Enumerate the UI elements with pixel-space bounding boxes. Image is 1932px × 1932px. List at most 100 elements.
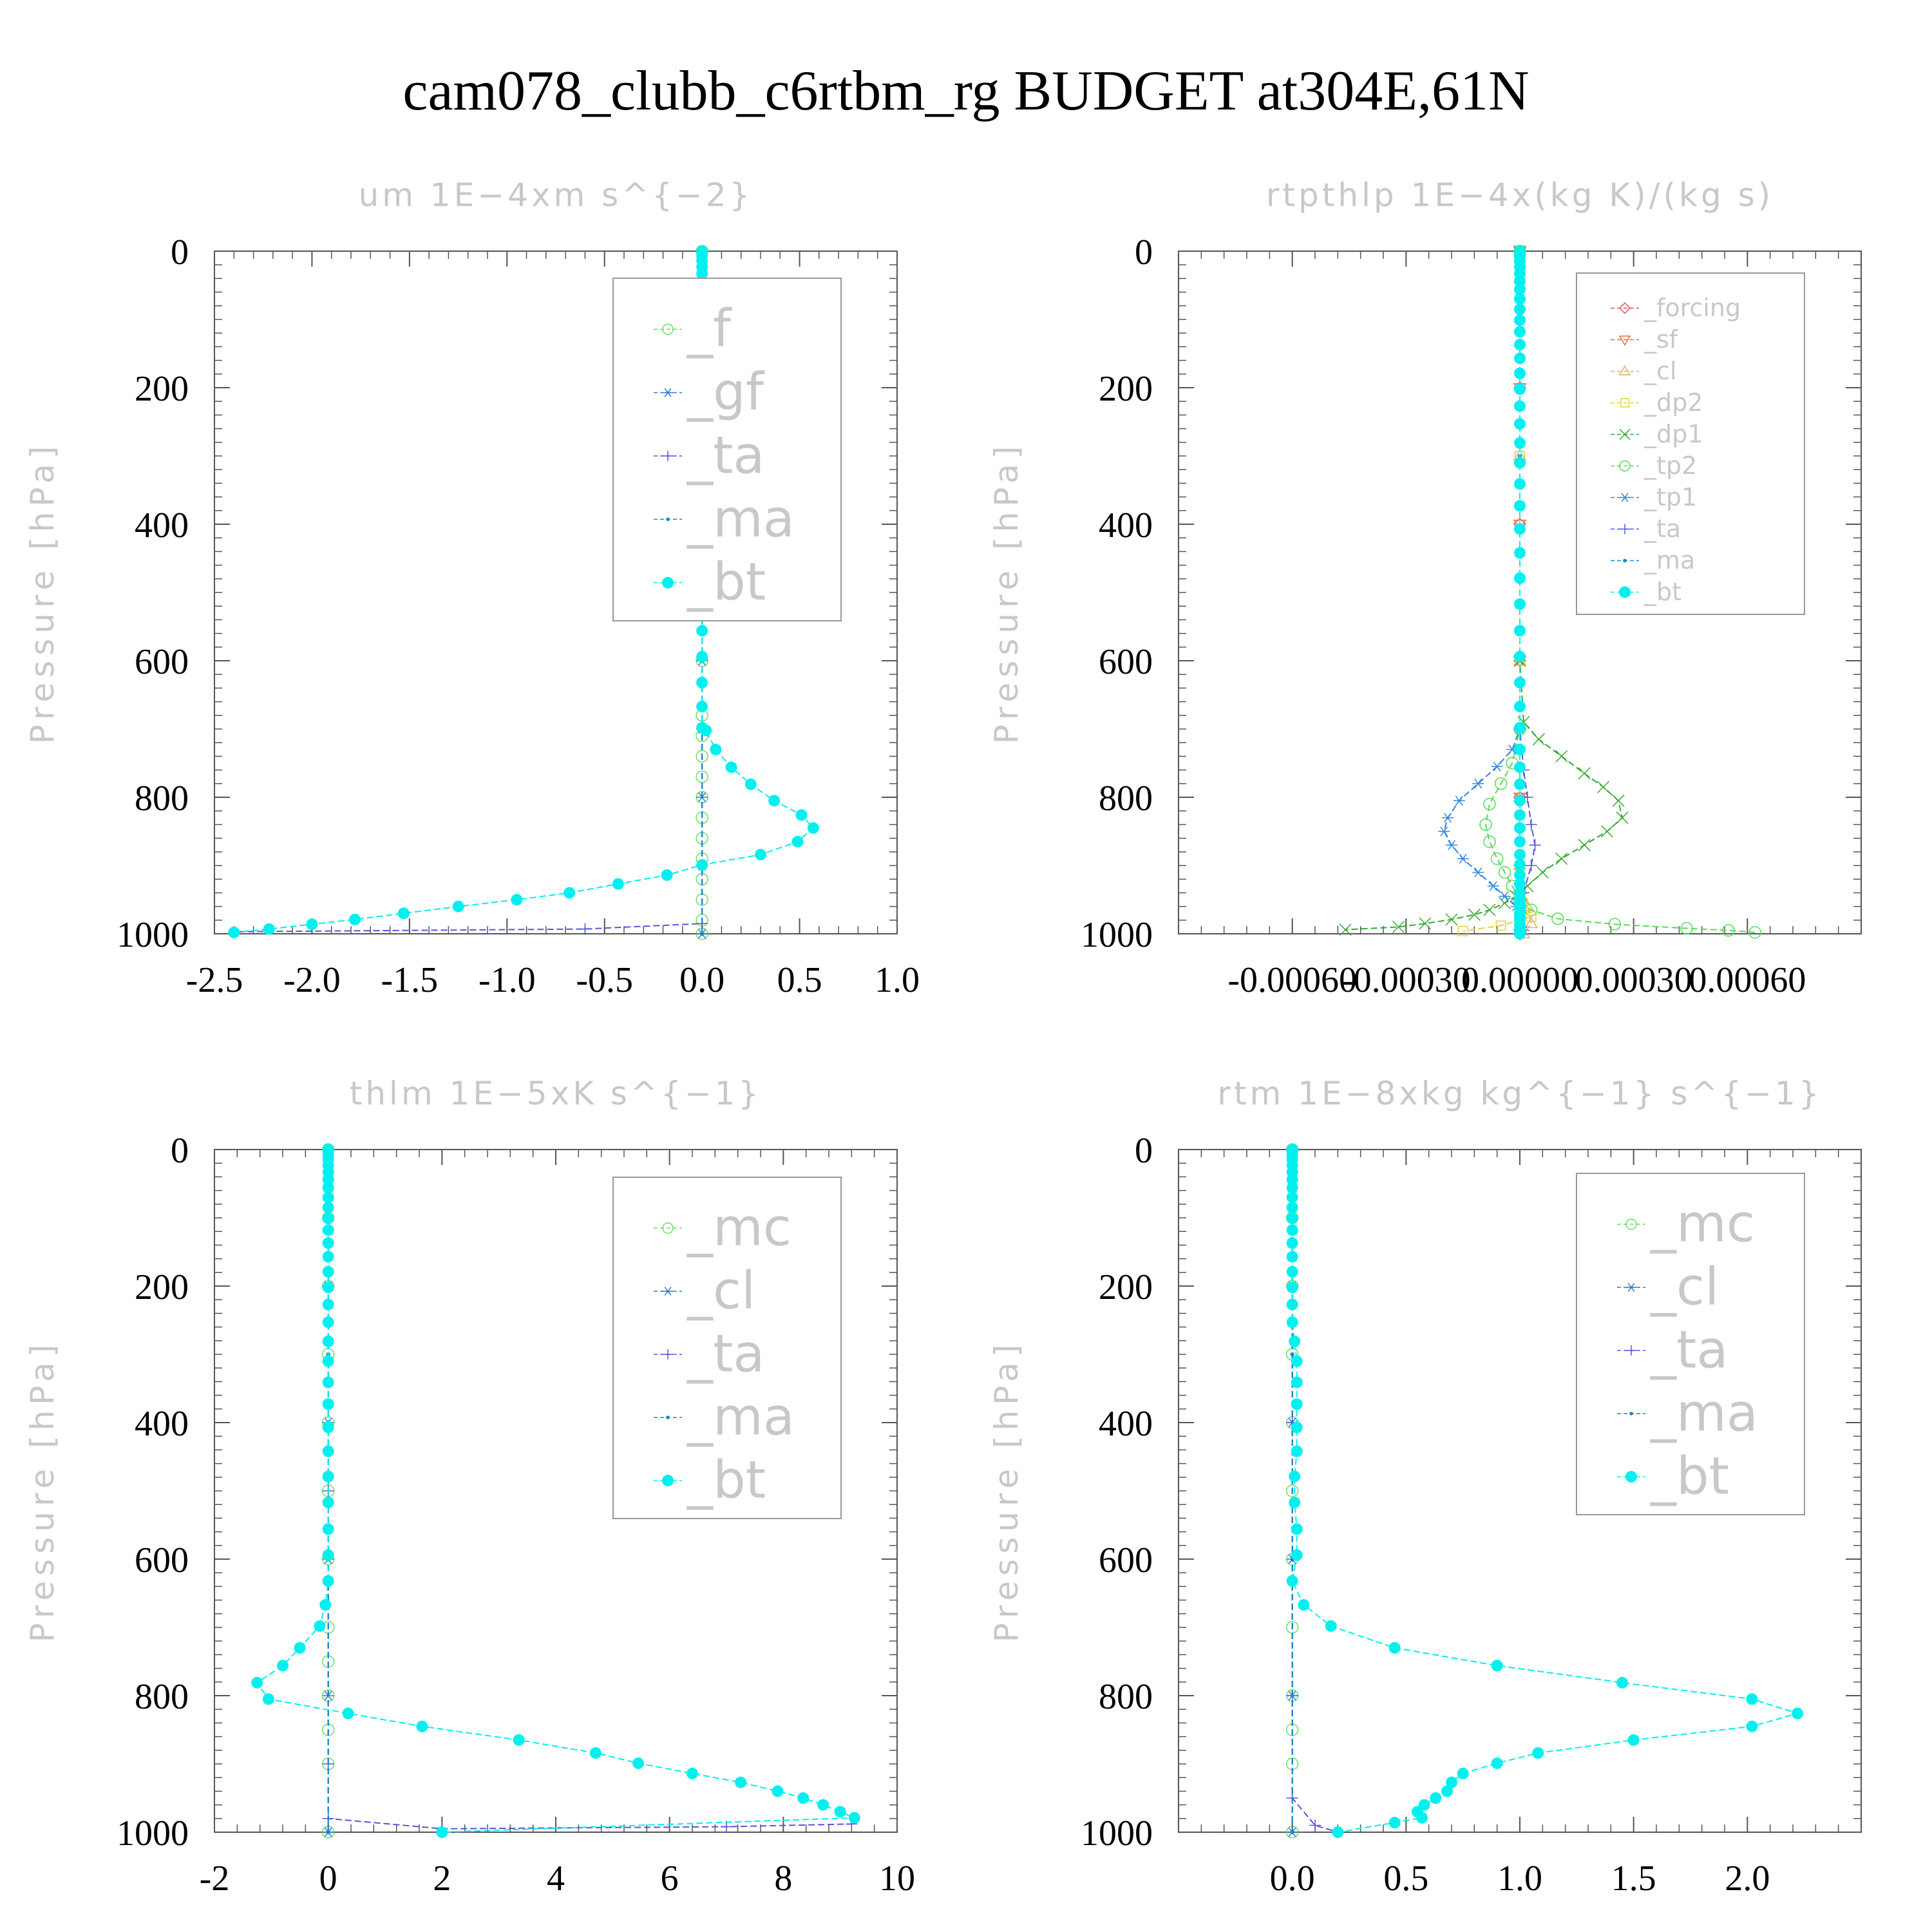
data-point: [1514, 367, 1526, 379]
data-point: [1514, 743, 1526, 755]
data-point: [1438, 826, 1450, 837]
data-point: [1291, 1421, 1303, 1434]
y-tick-label: 1000: [1081, 1814, 1153, 1853]
x-tick-label: 1.0: [1497, 1859, 1542, 1899]
legend-label: _ma: [1650, 1383, 1758, 1443]
data-point: [1514, 650, 1526, 663]
data-point: [322, 1265, 334, 1278]
y-axis-label: Pressure [hPa]: [988, 1340, 1025, 1643]
data-point: [322, 1182, 334, 1194]
data-point: [1472, 867, 1484, 878]
data-point: [1289, 1497, 1301, 1509]
data-point: [322, 1202, 334, 1214]
data-point: [564, 887, 576, 899]
data-point: [1551, 912, 1564, 925]
data-point: [228, 926, 240, 938]
data-point: [696, 750, 708, 763]
data-point: [1597, 781, 1610, 793]
legend-label: _f: [687, 299, 732, 359]
y-axis-label: Pressure [hPa]: [24, 441, 61, 744]
data-point: [1514, 339, 1526, 351]
x-tick-label: 0.5: [1383, 1859, 1428, 1899]
legend-marker: [1625, 1218, 1637, 1230]
data-point: [768, 795, 781, 807]
y-tick-label: 600: [1099, 1540, 1153, 1580]
data-point: [1494, 777, 1508, 790]
data-point: [452, 900, 464, 913]
data-point: [1286, 1265, 1298, 1278]
data-point: [1514, 822, 1526, 834]
y-axis-label: Pressure [hPa]: [24, 1340, 61, 1643]
data-point: [1446, 840, 1457, 850]
data-point: [1291, 1523, 1303, 1535]
legend-marker: [1620, 524, 1630, 535]
legend-marker: [666, 517, 670, 522]
series-line: [1443, 251, 1524, 931]
data-point: [1286, 1173, 1298, 1186]
series-line: [1345, 251, 1624, 931]
y-tick-label: 600: [135, 1540, 189, 1580]
legend-marker: [663, 451, 673, 461]
x-tick-label: -2.0: [283, 960, 341, 1000]
data-point: [1457, 1767, 1469, 1779]
legend-marker: [1618, 336, 1631, 346]
data-point: [1746, 1720, 1758, 1732]
data-point: [699, 931, 705, 936]
legend-label: _dp2: [1643, 388, 1703, 417]
data-point: [1291, 1398, 1303, 1410]
legend-marker: [662, 1222, 674, 1234]
data-point: [1285, 1484, 1299, 1497]
data-point: [349, 913, 361, 925]
x-tick-label: -2.5: [186, 960, 243, 1000]
data-point: [1286, 1298, 1298, 1311]
data-point: [511, 894, 523, 905]
y-tick-label: 0: [171, 232, 189, 272]
data-point: [1290, 1352, 1294, 1357]
legend-marker: [666, 1416, 670, 1419]
data-point: [797, 1792, 810, 1804]
data-point: [1445, 913, 1458, 926]
x-tick-label: -0.00060: [1227, 960, 1357, 1000]
data-point: [848, 1812, 860, 1824]
y-tick-label: 200: [1099, 1267, 1153, 1307]
legend-marker: [1620, 398, 1630, 408]
legend-label: _ma: [687, 489, 795, 549]
data-point: [1495, 920, 1506, 931]
y-tick-label: 0: [171, 1131, 189, 1171]
data-point: [1286, 1282, 1298, 1294]
data-point: [294, 1642, 306, 1654]
data-point: [1298, 1599, 1310, 1611]
data-point: [1514, 701, 1526, 713]
data-point: [251, 1676, 263, 1689]
data-point: [661, 869, 673, 881]
data-point: [1286, 1202, 1298, 1214]
data-point: [322, 1523, 334, 1535]
x-tick-label: 0.00060: [1689, 960, 1806, 1000]
data-point: [322, 1497, 334, 1509]
data-point: [322, 1470, 334, 1482]
legend-label: _dp1: [1643, 420, 1703, 448]
data-point: [322, 1213, 334, 1225]
legend-label: _ta: [687, 425, 764, 485]
data-point: [744, 778, 757, 790]
x-tick-label: 6: [661, 1859, 679, 1899]
data-point: [1792, 1707, 1804, 1719]
data-point: [795, 809, 808, 821]
data-point: [1499, 891, 1511, 902]
data-point: [1514, 795, 1526, 807]
data-point: [1578, 838, 1591, 851]
data-point: [1514, 572, 1526, 584]
y-tick-label: 400: [1099, 506, 1153, 545]
data-point: [1514, 778, 1526, 790]
chart-panel-2: rtpthlp 1E−4x(kg K)/(kg s) Pressure [hPa]…: [988, 176, 1862, 1000]
data-point: [1286, 1575, 1298, 1587]
data-point: [322, 1445, 334, 1457]
data-point: [1339, 923, 1352, 936]
data-point: [696, 676, 708, 688]
data-point: [322, 1421, 334, 1434]
legend-marker: [1625, 1471, 1637, 1482]
legend-marker: [662, 1475, 674, 1486]
data-point: [1746, 1693, 1758, 1705]
data-point: [1457, 853, 1469, 864]
data-point: [1536, 866, 1549, 879]
